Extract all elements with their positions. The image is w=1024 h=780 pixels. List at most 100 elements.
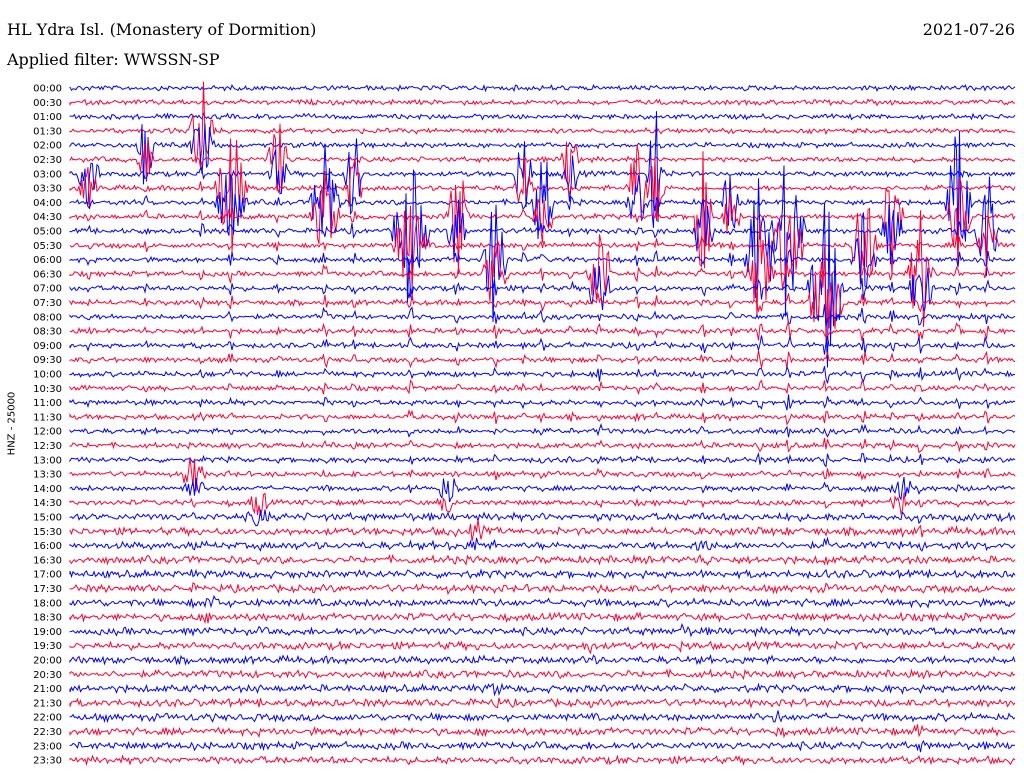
trace-2030 <box>69 668 1016 681</box>
filter-label: Applied filter: WWSSN-SP <box>7 50 220 69</box>
time-tick-label: 15:30 <box>33 527 62 538</box>
trace-2330 <box>69 754 1016 767</box>
time-tick-label: 08:00 <box>33 312 62 323</box>
trace-2200 <box>69 710 1016 724</box>
time-tick-label: 05:00 <box>33 227 62 238</box>
trace-1330 <box>69 457 1016 492</box>
trace-1900 <box>69 622 1016 638</box>
time-tick-label: 01:00 <box>33 112 62 123</box>
time-tick-label: 09:30 <box>33 355 62 366</box>
trace-1800 <box>69 594 1016 610</box>
y-axis-label: HNZ - 25000 <box>6 391 18 456</box>
time-tick-label: 10:00 <box>33 370 62 381</box>
time-tick-label: 15:00 <box>33 513 62 524</box>
time-tick-label: 11:30 <box>33 412 62 423</box>
trace-1030 <box>69 379 1016 396</box>
time-tick-label: 11:00 <box>33 398 62 409</box>
trace-0900 <box>69 335 1016 355</box>
trace-0000 <box>69 83 1016 93</box>
time-tick-label: 10:30 <box>33 384 62 395</box>
time-tick-label: 23:00 <box>33 741 62 752</box>
time-tick-label: 05:30 <box>33 241 62 252</box>
time-tick-label: 12:00 <box>33 427 62 438</box>
trace-1430 <box>69 492 1015 516</box>
time-tick-label: 02:30 <box>33 155 62 166</box>
trace-0500 <box>69 165 1016 317</box>
station-title: HL Ydra Isl. (Monastery of Dormition) <box>7 20 317 39</box>
trace-1200 <box>69 423 1016 438</box>
trace-2130 <box>69 697 1016 709</box>
trace-2100 <box>69 682 1016 697</box>
trace-2000 <box>69 653 1016 666</box>
trace-group <box>69 81 1016 767</box>
trace-1530 <box>69 519 1016 542</box>
trace-0030 <box>69 98 1016 107</box>
trace-0830 <box>69 321 1015 341</box>
trace-0130 <box>69 81 1016 164</box>
time-tick-label: 00:00 <box>33 84 62 95</box>
trace-0530 <box>69 205 1016 289</box>
trace-0730 <box>69 247 1016 343</box>
time-tick-label: 06:00 <box>33 255 62 266</box>
time-tick-label: 16:00 <box>33 541 62 552</box>
time-tick-label: 21:30 <box>33 698 62 709</box>
trace-1930 <box>69 640 1016 655</box>
time-tick-label: 22:00 <box>33 713 62 724</box>
time-tick-label: 21:00 <box>33 684 62 695</box>
time-tick-label: 08:30 <box>33 327 62 338</box>
trace-1130 <box>69 409 1016 426</box>
time-tick-label: 04:00 <box>33 198 62 209</box>
time-tick-labels: 00:00 00:30 01:00 01:30 02:00 02:30 03:00 03:30… <box>33 84 62 767</box>
time-tick-label: 22:30 <box>33 727 62 738</box>
time-tick-label: 00:30 <box>33 98 62 109</box>
trace-2300 <box>69 739 1016 753</box>
trace-0100 <box>69 112 1016 121</box>
time-tick-label: 16:30 <box>33 555 62 566</box>
trace-0300 <box>69 111 1016 228</box>
time-tick-label: 07:30 <box>33 298 62 309</box>
trace-0200 <box>69 123 1016 185</box>
trace-1700 <box>69 568 1016 580</box>
trace-1000 <box>69 365 1016 384</box>
time-tick-label: 20:30 <box>33 670 62 681</box>
trace-1500 <box>69 509 1016 527</box>
time-tick-label: 03:30 <box>33 184 62 195</box>
plot-date: 2021-07-26 <box>922 20 1015 39</box>
time-tick-label: 01:30 <box>33 126 62 137</box>
time-tick-label: 23:30 <box>33 756 62 767</box>
trace-0600 <box>69 178 1016 323</box>
time-tick-label: 03:00 <box>33 169 62 180</box>
trace-0930 <box>69 350 1016 369</box>
trace-0630 <box>69 210 1016 328</box>
time-tick-label: 04:30 <box>33 212 62 223</box>
time-tick-label: 18:30 <box>33 613 62 624</box>
time-tick-label: 18:00 <box>33 598 62 609</box>
time-tick-label: 20:00 <box>33 656 62 667</box>
trace-2230 <box>69 724 1016 739</box>
trace-0800 <box>69 304 1016 326</box>
time-tick-label: 17:30 <box>33 584 62 595</box>
time-tick-label: 02:00 <box>33 141 62 152</box>
trace-1100 <box>69 394 1016 411</box>
trace-1400 <box>69 476 1016 503</box>
trace-0230 <box>69 123 1016 192</box>
time-tick-label: 17:00 <box>33 570 62 581</box>
time-tick-label: 13:30 <box>33 470 62 481</box>
trace-1300 <box>69 452 1016 468</box>
trace-0700 <box>69 202 1016 368</box>
time-tick-label: 19:30 <box>33 641 62 652</box>
time-tick-label: 14:30 <box>33 498 62 509</box>
time-tick-label: 12:30 <box>33 441 62 452</box>
trace-1630 <box>69 553 1016 566</box>
trace-1730 <box>69 582 1016 596</box>
time-tick-label: 09:00 <box>33 341 62 352</box>
time-tick-label: 06:30 <box>33 269 62 280</box>
time-tick-label: 07:00 <box>33 284 62 295</box>
trace-0400 <box>69 131 1016 242</box>
trace-1600 <box>69 536 1016 552</box>
trace-1230 <box>69 437 1016 454</box>
time-tick-label: 14:00 <box>33 484 62 495</box>
time-tick-label: 19:00 <box>33 627 62 638</box>
time-tick-label: 13:00 <box>33 455 62 466</box>
